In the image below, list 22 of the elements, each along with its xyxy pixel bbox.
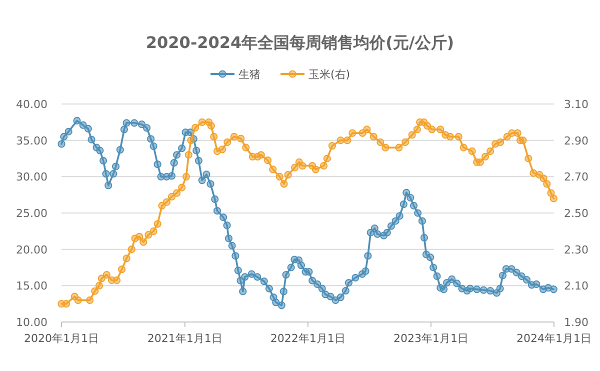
y-tick-label: 40.00 [16, 98, 48, 111]
x-tick-label: 2020年1月1日 [24, 332, 99, 345]
x-tick-label: 2021年1月1日 [147, 332, 222, 345]
y-tick-label: 35.00 [16, 134, 48, 148]
y2-tick-label: 2.10 [564, 280, 588, 293]
x-tick-label: 2023年1月1日 [393, 332, 468, 345]
x-tick-label: 2024年1月1日 [516, 332, 592, 345]
y2-tick-label: 3.10 [564, 98, 588, 111]
y-tick-label: 30.00 [16, 170, 48, 184]
y2-tick-label: 2.70 [564, 170, 588, 184]
legend-label: 生猪 [238, 68, 260, 81]
x-tick-label: 2022年1月1日 [270, 332, 346, 345]
chart-title: 2020-2024年全国每周销售均价(元/公斤) [146, 33, 454, 52]
y-tick-label: 25.00 [16, 207, 48, 220]
y2-tick-label: 2.90 [564, 134, 588, 148]
y-tick-label: 10.00 [16, 316, 48, 329]
y2-tick-label: 1.90 [564, 316, 588, 329]
y2-tick-label: 2.50 [564, 207, 588, 220]
legend-label: 玉米(右) [308, 68, 350, 81]
y-tick-label: 15.00 [16, 280, 48, 293]
y-tick-label: 20.00 [16, 243, 48, 256]
y2-tick-label: 2.30 [564, 243, 588, 256]
